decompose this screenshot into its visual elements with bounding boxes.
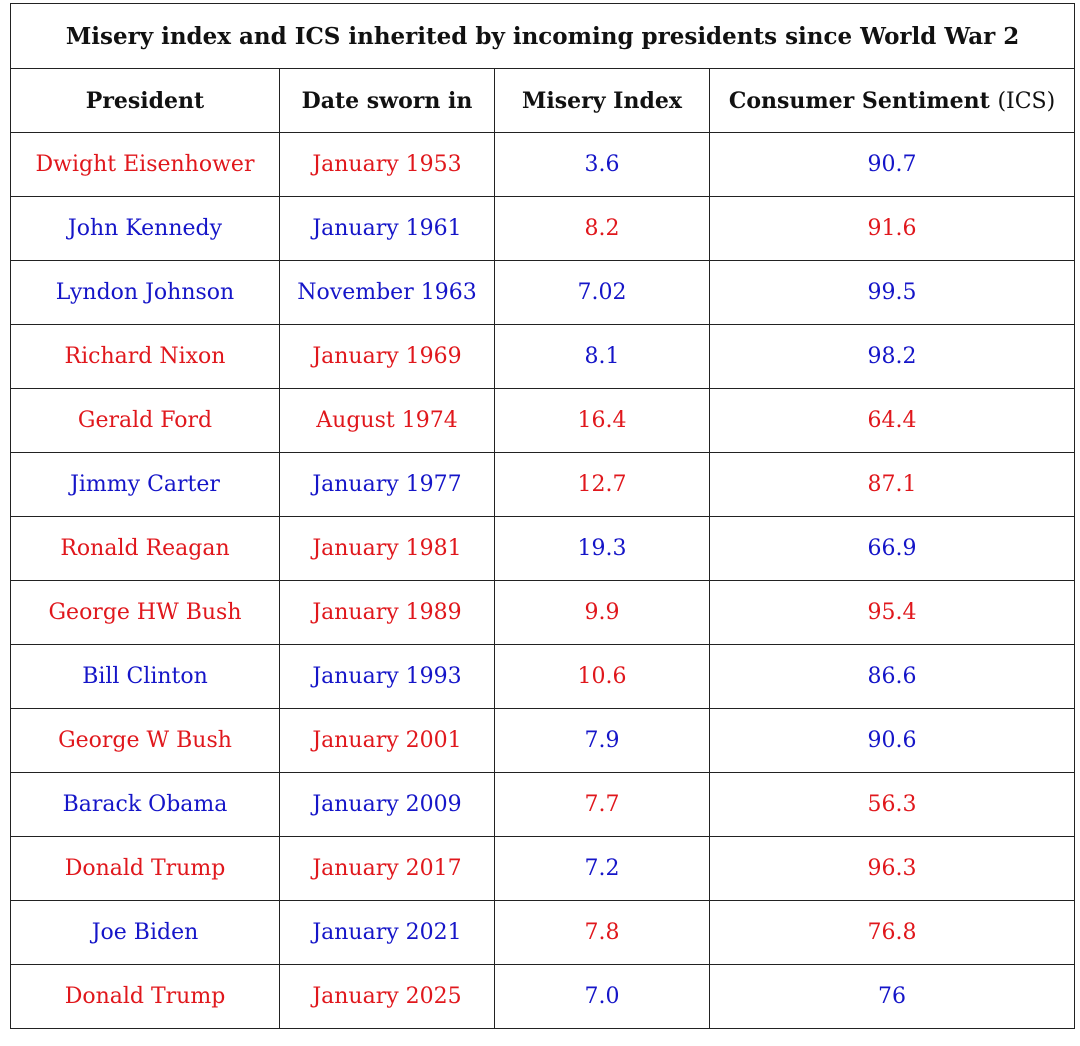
table-row: Joe Biden January 2021 7.8 76.8	[10, 900, 1076, 965]
misery-index-cell: 9.9	[494, 580, 710, 645]
consumer-sentiment-cell: 90.6	[708, 708, 1076, 773]
misery-index-cell: 7.7	[494, 772, 710, 837]
president-cell: John Kennedy	[10, 196, 280, 261]
president-cell: Joe Biden	[10, 900, 280, 965]
consumer-sentiment-cell: 66.9	[708, 516, 1076, 581]
table-row: Richard Nixon January 1969 8.1 98.2	[10, 324, 1076, 389]
table-row: Gerald Ford August 1974 16.4 64.4	[10, 388, 1076, 453]
misery-index-cell: 7.02	[494, 260, 710, 325]
header-date-sworn-in: Date sworn in	[279, 68, 495, 133]
president-cell: George W Bush	[10, 708, 280, 773]
table-body: Dwight Eisenhower January 1953 3.6 90.7 John…	[10, 132, 1076, 1029]
date-sworn-in-cell: January 2001	[279, 708, 495, 773]
table-row: Bill Clinton January 1993 10.6 86.6	[10, 644, 1076, 709]
misery-index-cell: 8.1	[494, 324, 710, 389]
date-sworn-in-cell: November 1963	[279, 260, 495, 325]
date-sworn-in-cell: January 2025	[279, 964, 495, 1029]
date-sworn-in-cell: January 1993	[279, 644, 495, 709]
consumer-sentiment-cell: 90.7	[708, 132, 1076, 197]
president-cell: George HW Bush	[10, 580, 280, 645]
consumer-sentiment-cell: 87.1	[708, 452, 1076, 517]
consumer-sentiment-cell: 56.3	[708, 772, 1076, 837]
date-sworn-in-cell: January 1969	[279, 324, 495, 389]
header-president: President	[10, 68, 280, 133]
misery-index-cell: 7.2	[494, 836, 710, 901]
header-consumer-sentiment: Consumer Sentiment (ICS)	[708, 68, 1076, 133]
date-sworn-in-cell: January 2009	[279, 772, 495, 837]
misery-index-cell: 3.6	[494, 132, 710, 197]
misery-index-cell: 16.4	[494, 388, 710, 453]
president-cell: Donald Trump	[10, 836, 280, 901]
table-row: John Kennedy January 1961 8.2 91.6	[10, 196, 1076, 261]
misery-index-cell: 7.8	[494, 900, 710, 965]
date-sworn-in-cell: January 1981	[279, 516, 495, 581]
misery-index-cell: 12.7	[494, 452, 710, 517]
title-row: Misery index and ICS inherited by incomi…	[9, 3, 1076, 69]
president-cell: Lyndon Johnson	[10, 260, 280, 325]
header-ics-abbrev: (ICS)	[997, 88, 1056, 114]
table-row: Barack Obama January 2009 7.7 56.3	[10, 772, 1076, 837]
presidents-table: Misery index and ICS inherited by incomi…	[9, 3, 1076, 1029]
consumer-sentiment-cell: 86.6	[708, 644, 1076, 709]
date-sworn-in-cell: January 1953	[279, 132, 495, 197]
table-row: Dwight Eisenhower January 1953 3.6 90.7	[10, 132, 1076, 197]
consumer-sentiment-cell: 76	[708, 964, 1076, 1029]
consumer-sentiment-cell: 98.2	[708, 324, 1076, 389]
date-sworn-in-cell: August 1974	[279, 388, 495, 453]
president-cell: Richard Nixon	[10, 324, 280, 389]
date-sworn-in-cell: January 2017	[279, 836, 495, 901]
date-sworn-in-cell: January 1961	[279, 196, 495, 261]
table-row: Lyndon Johnson November 1963 7.02 99.5	[10, 260, 1076, 325]
table-row: Ronald Reagan January 1981 19.3 66.9	[10, 516, 1076, 581]
consumer-sentiment-cell: 95.4	[708, 580, 1076, 645]
table-row: Donald Trump January 2025 7.0 76	[10, 964, 1076, 1029]
header-misery-index: Misery Index	[494, 68, 710, 133]
date-sworn-in-cell: January 2021	[279, 900, 495, 965]
table-row: Donald Trump January 2017 7.2 96.3	[10, 836, 1076, 901]
misery-index-cell: 19.3	[494, 516, 710, 581]
president-cell: Barack Obama	[10, 772, 280, 837]
header-consumer-sentiment-label: Consumer Sentiment	[728, 87, 990, 114]
consumer-sentiment-cell: 64.4	[708, 388, 1076, 453]
president-cell: Dwight Eisenhower	[10, 132, 280, 197]
president-cell: Ronald Reagan	[10, 516, 280, 581]
consumer-sentiment-cell: 99.5	[708, 260, 1076, 325]
misery-index-cell: 7.9	[494, 708, 710, 773]
president-cell: Gerald Ford	[10, 388, 280, 453]
table-row: Jimmy Carter January 1977 12.7 87.1	[10, 452, 1076, 517]
president-cell: Jimmy Carter	[10, 452, 280, 517]
table-row: George HW Bush January 1989 9.9 95.4	[10, 580, 1076, 645]
misery-index-cell: 10.6	[494, 644, 710, 709]
table-title: Misery index and ICS inherited by incomi…	[9, 3, 1076, 69]
president-cell: Donald Trump	[10, 964, 280, 1029]
date-sworn-in-cell: January 1977	[279, 452, 495, 517]
consumer-sentiment-cell: 91.6	[708, 196, 1076, 261]
table-row: George W Bush January 2001 7.9 90.6	[10, 708, 1076, 773]
misery-index-cell: 7.0	[494, 964, 710, 1029]
misery-index-cell: 8.2	[494, 196, 710, 261]
header-row: President Date sworn in Misery Index Con…	[10, 68, 1076, 133]
consumer-sentiment-cell: 76.8	[708, 900, 1076, 965]
consumer-sentiment-cell: 96.3	[708, 836, 1076, 901]
date-sworn-in-cell: January 1989	[279, 580, 495, 645]
president-cell: Bill Clinton	[10, 644, 280, 709]
